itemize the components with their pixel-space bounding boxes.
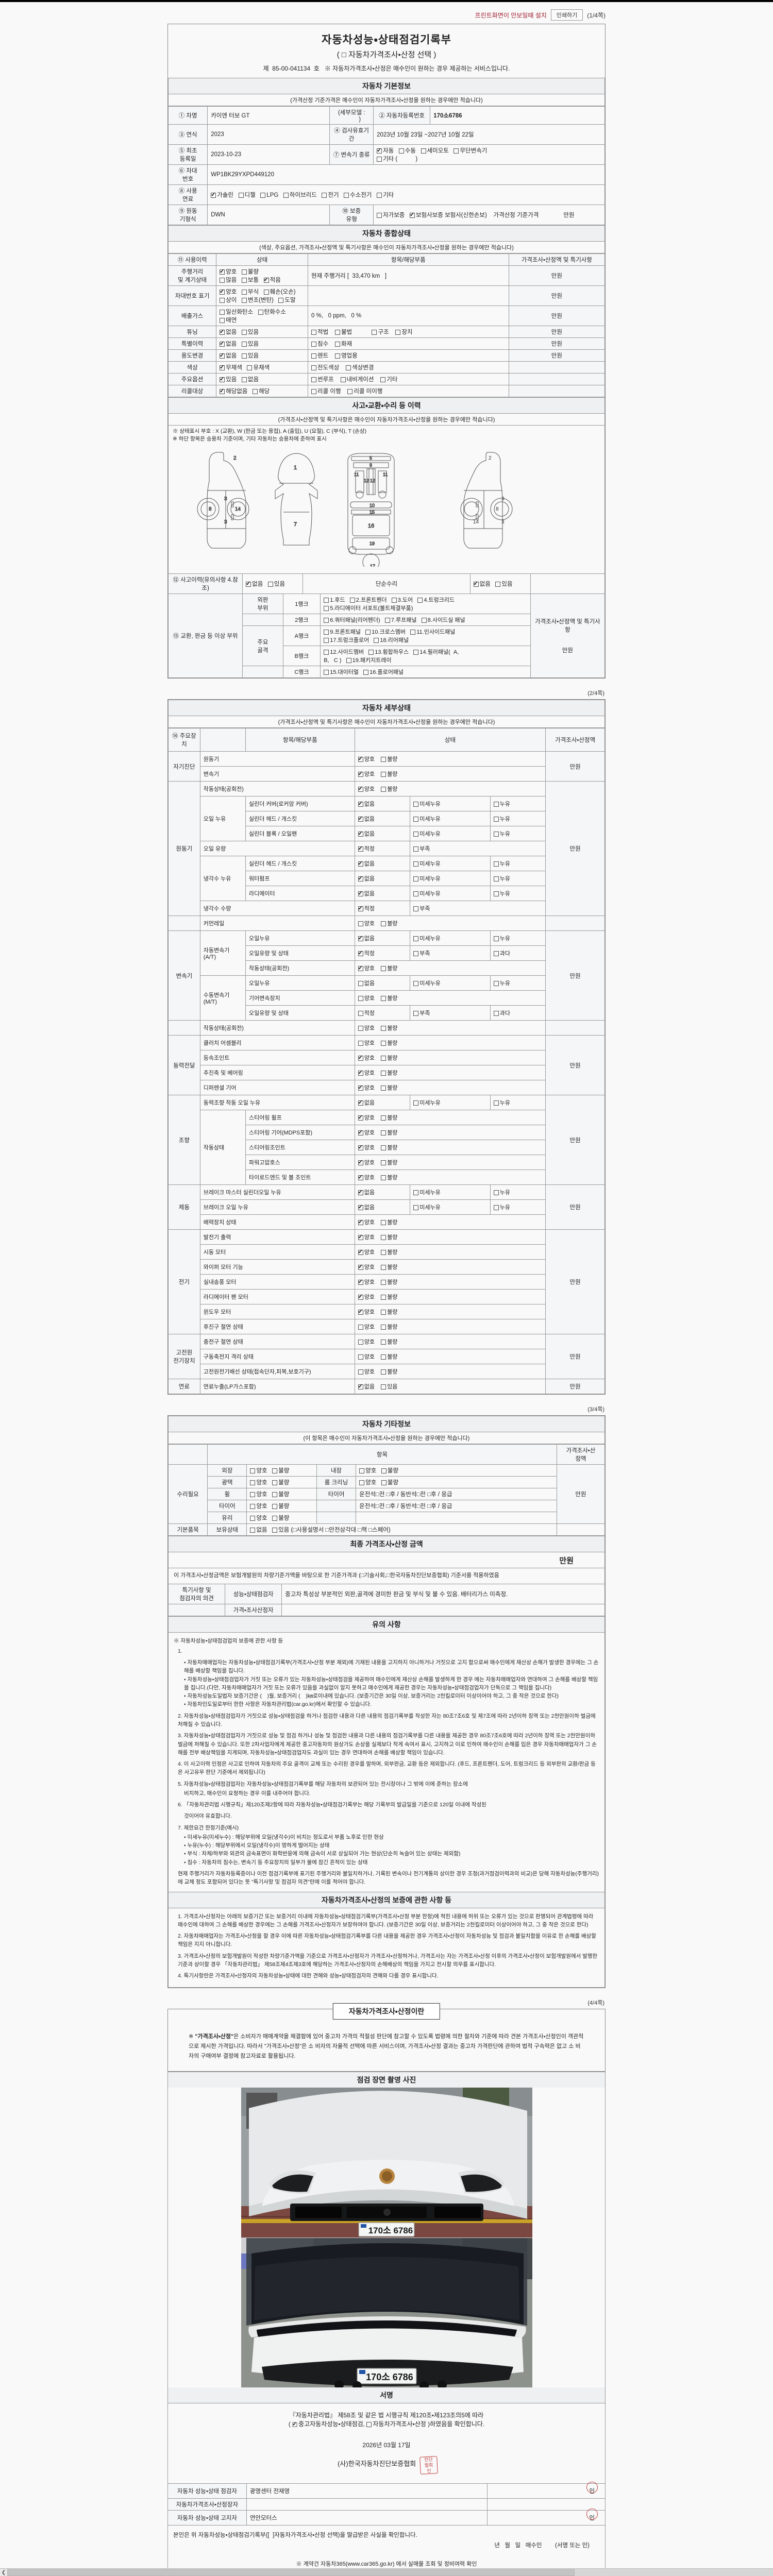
svg-text:3: 3 — [224, 496, 227, 502]
svg-text:16: 16 — [368, 523, 374, 529]
svg-text:3: 3 — [501, 519, 505, 525]
svg-text:7: 7 — [294, 521, 297, 528]
svg-text:3: 3 — [224, 519, 227, 525]
svg-text:11: 11 — [383, 472, 388, 477]
svg-text:11: 11 — [354, 472, 359, 477]
svg-text:1: 1 — [294, 465, 297, 471]
svg-text:8: 8 — [496, 506, 499, 512]
svg-text:5: 5 — [369, 455, 372, 461]
svg-text:170소 6786: 170소 6786 — [366, 2372, 413, 2382]
svg-text:3: 3 — [501, 496, 505, 502]
svg-text:170소 6786: 170소 6786 — [368, 2226, 413, 2235]
svg-text:10: 10 — [369, 503, 375, 508]
svg-text:8: 8 — [209, 506, 212, 512]
svg-text:19: 19 — [369, 541, 375, 546]
svg-text:14: 14 — [235, 506, 241, 512]
svg-text:12: 12 — [364, 478, 369, 483]
svg-text:2: 2 — [233, 455, 237, 461]
svg-text:12: 12 — [370, 478, 375, 483]
svg-text:2: 2 — [489, 455, 492, 461]
svg-text:9: 9 — [369, 463, 372, 468]
svg-text:14: 14 — [473, 519, 479, 525]
svg-text:17: 17 — [370, 564, 375, 567]
svg-text:15: 15 — [369, 510, 375, 515]
